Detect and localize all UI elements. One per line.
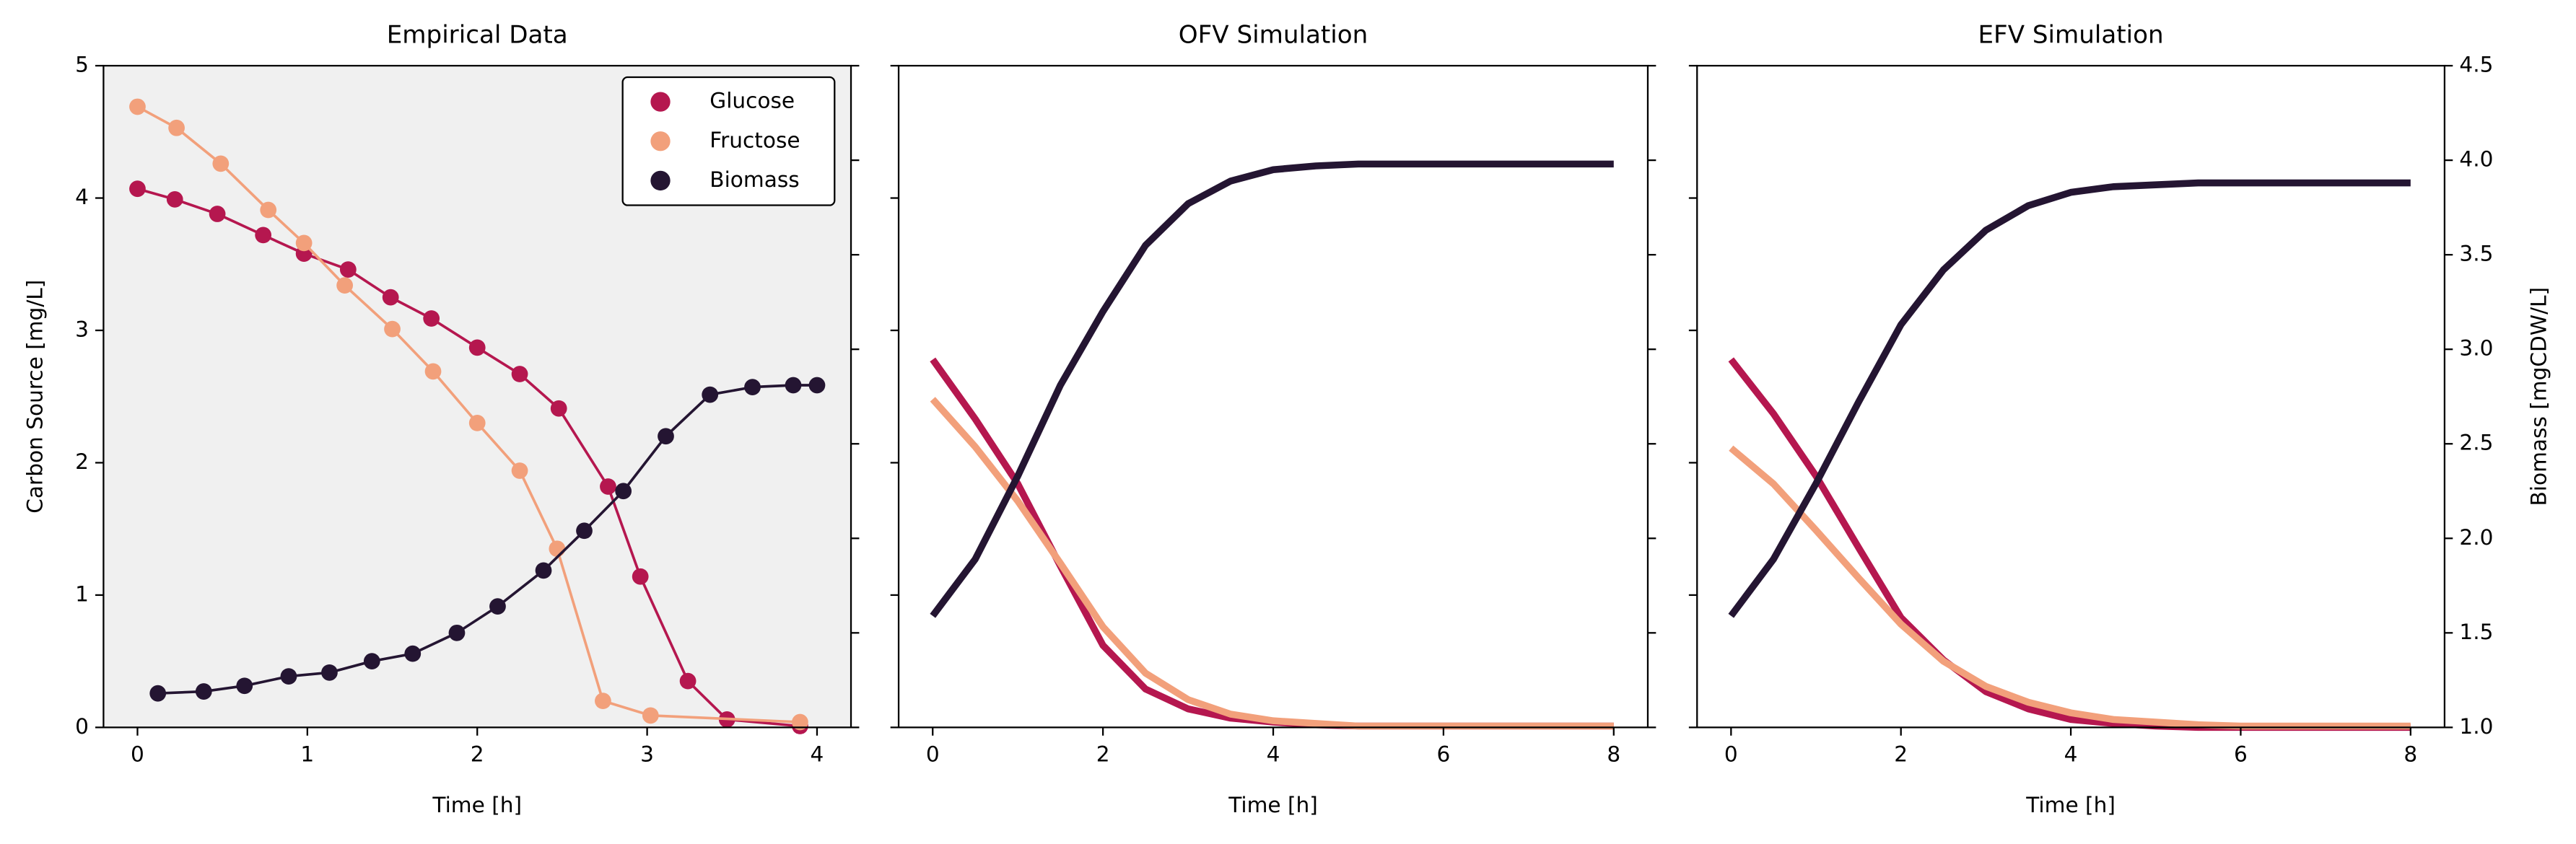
y2-tick-label: 3.0 bbox=[2459, 336, 2493, 361]
series-line bbox=[930, 397, 1614, 730]
data-point bbox=[595, 693, 611, 710]
data-point bbox=[129, 98, 146, 115]
legend-marker bbox=[650, 170, 671, 191]
data-point bbox=[129, 180, 146, 198]
series-line bbox=[1728, 357, 2411, 731]
series-line bbox=[930, 357, 1614, 730]
data-point bbox=[321, 664, 338, 681]
data-point bbox=[744, 379, 761, 395]
x-tick-label: 0 bbox=[926, 742, 940, 767]
data-point bbox=[632, 568, 649, 585]
data-point bbox=[168, 119, 185, 136]
series-line bbox=[136, 187, 800, 728]
x-tick-label: 6 bbox=[2234, 742, 2248, 767]
x-tick-label: 8 bbox=[1607, 742, 1620, 767]
y-tick-label: 2 bbox=[75, 449, 89, 474]
data-point bbox=[236, 677, 253, 695]
data-point bbox=[404, 645, 422, 662]
y2-tick-label: 4.0 bbox=[2459, 147, 2493, 172]
series-line bbox=[930, 160, 1614, 618]
data-point bbox=[511, 366, 528, 382]
y2-tick-label: 1.5 bbox=[2459, 620, 2493, 644]
data-point bbox=[549, 540, 566, 558]
legend-label: Glucose bbox=[710, 89, 795, 113]
data-point bbox=[576, 522, 593, 540]
data-point bbox=[535, 562, 552, 579]
data-point bbox=[339, 261, 357, 278]
data-point bbox=[212, 155, 230, 172]
series-line bbox=[1728, 179, 2411, 618]
data-point bbox=[149, 685, 167, 702]
x-tick-label: 4 bbox=[811, 742, 824, 767]
legend-box bbox=[621, 76, 836, 206]
data-point bbox=[658, 428, 674, 445]
data-point bbox=[295, 234, 313, 252]
series-line bbox=[1729, 445, 2411, 730]
y2-tick-label: 2.0 bbox=[2459, 525, 2493, 550]
data-point bbox=[550, 400, 567, 417]
data-point bbox=[363, 653, 380, 670]
data-point bbox=[424, 363, 442, 380]
y-axis-label: Carbon Source [mg/L] bbox=[23, 280, 48, 514]
data-point bbox=[511, 462, 528, 479]
y2-tick-label: 2.5 bbox=[2459, 431, 2493, 455]
data-point bbox=[209, 206, 226, 222]
y2-tick-label: 4.5 bbox=[2459, 53, 2493, 77]
chart-title: OFV Simulation bbox=[1179, 21, 1368, 50]
data-point bbox=[702, 386, 719, 403]
data-point bbox=[489, 598, 506, 615]
y-tick-label: 4 bbox=[75, 185, 89, 209]
data-point bbox=[785, 377, 802, 394]
axes-frame bbox=[1696, 64, 2446, 729]
data-point bbox=[615, 483, 632, 500]
legend-label: Fructose bbox=[710, 128, 800, 152]
legend-marker bbox=[650, 131, 671, 151]
x-tick-label: 8 bbox=[2403, 742, 2417, 767]
y-tick-label: 5 bbox=[75, 53, 89, 77]
chart-title: Empirical Data bbox=[387, 21, 568, 50]
data-point bbox=[336, 277, 354, 294]
data-point bbox=[260, 201, 277, 219]
x-tick-label: 1 bbox=[300, 742, 314, 767]
y2-tick-label: 1.0 bbox=[2459, 714, 2493, 739]
series-line bbox=[136, 105, 800, 724]
x-tick-label: 4 bbox=[2064, 742, 2078, 767]
x-tick-label: 4 bbox=[1267, 742, 1280, 767]
x-tick-label: 2 bbox=[1894, 742, 1908, 767]
y2-axis-label: Biomass [mgCDW/L] bbox=[2526, 287, 2551, 506]
data-point bbox=[600, 478, 616, 495]
data-point bbox=[448, 624, 466, 641]
x-tick-label: 2 bbox=[1096, 742, 1110, 767]
y-tick-label: 1 bbox=[75, 581, 89, 606]
y-tick-label: 3 bbox=[75, 317, 89, 341]
data-point bbox=[423, 310, 440, 327]
x-tick-label: 0 bbox=[131, 742, 144, 767]
data-point bbox=[255, 227, 272, 244]
y-tick-label: 0 bbox=[75, 714, 89, 739]
x-tick-label: 6 bbox=[1436, 742, 1450, 767]
legend-marker bbox=[650, 92, 671, 112]
x-axis-label: Time [h] bbox=[2025, 793, 2116, 817]
data-point bbox=[679, 672, 697, 690]
legend-label: Biomass bbox=[710, 167, 799, 192]
x-tick-label: 2 bbox=[471, 742, 484, 767]
data-point bbox=[468, 415, 486, 431]
x-axis-label: Time [h] bbox=[432, 793, 522, 817]
data-point bbox=[382, 289, 399, 306]
chart-title: EFV Simulation bbox=[1978, 21, 2164, 50]
data-point bbox=[195, 683, 212, 700]
data-point bbox=[166, 190, 183, 208]
data-point bbox=[468, 339, 486, 356]
x-axis-label: Time [h] bbox=[1228, 793, 1318, 817]
x-tick-label: 3 bbox=[640, 742, 654, 767]
data-point bbox=[808, 377, 826, 394]
data-point bbox=[642, 707, 659, 724]
data-point bbox=[792, 713, 808, 731]
y2-tick-label: 3.5 bbox=[2459, 242, 2493, 266]
x-tick-label: 0 bbox=[1724, 742, 1738, 767]
data-point bbox=[384, 320, 401, 338]
data-point bbox=[280, 668, 297, 685]
